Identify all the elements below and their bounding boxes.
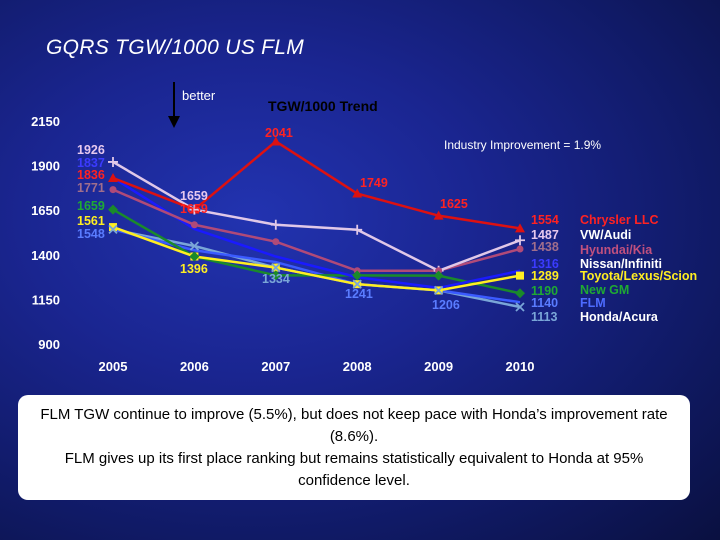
series-line <box>112 228 521 304</box>
legend-label: Hyundai/Kia <box>580 243 653 257</box>
legend-label: VW/Audi <box>580 228 631 242</box>
data-point <box>189 204 200 215</box>
data-label: 1659 <box>77 199 105 213</box>
summary-note: FLM TGW continue to improve (5.5%), but … <box>18 395 690 500</box>
data-label: 2041 <box>265 126 293 140</box>
data-label: 1396 <box>180 262 208 276</box>
y-tick-label: 1400 <box>31 248 60 263</box>
data-point <box>516 271 524 280</box>
data-point <box>109 223 117 232</box>
data-point <box>190 221 198 229</box>
data-point <box>515 302 525 312</box>
down-arrow-icon <box>168 82 180 128</box>
data-point <box>270 270 281 281</box>
x-tick-label: 2005 <box>99 359 128 374</box>
data-point <box>516 245 524 253</box>
summary-line-1: FLM TGW continue to improve (5.5%), but … <box>40 405 668 445</box>
legend-label: Honda/Acura <box>580 310 659 324</box>
y-tick-label: 1900 <box>31 159 60 174</box>
data-point <box>108 204 118 215</box>
data-point <box>352 270 363 281</box>
trend-chart: TGW/1000 Trend Industry Improvement = 1.9… <box>31 98 698 374</box>
data-point <box>515 288 525 299</box>
legend-label: New GM <box>580 283 629 297</box>
data-label: 1487 <box>531 228 559 242</box>
data-point <box>109 186 117 194</box>
series-line <box>112 208 521 295</box>
data-label: 1190 <box>531 284 558 298</box>
y-tick-label: 1150 <box>32 292 60 307</box>
data-label: 1334 <box>262 272 290 286</box>
x-tick-label: 2006 <box>180 359 209 374</box>
x-tick-label: 2009 <box>424 359 453 374</box>
data-label: 1837 <box>77 156 105 170</box>
legend-label: FLM <box>580 296 606 310</box>
page-title: GQRS TGW/1000 US FLM <box>46 36 305 59</box>
series-line <box>112 188 521 273</box>
data-point <box>515 235 525 246</box>
chart-title: TGW/1000 Trend <box>268 98 378 114</box>
legend-label: Toyota/Lexus/Scion <box>580 269 697 283</box>
legend-label: Nissan/Infiniti <box>580 257 662 271</box>
data-label: 1659 <box>180 202 208 216</box>
better-label: better <box>182 88 216 103</box>
x-tick-label: 2008 <box>343 359 372 374</box>
data-point <box>108 173 118 183</box>
data-point <box>352 279 362 289</box>
data-label: 1438 <box>531 240 559 254</box>
data-point <box>272 238 280 246</box>
data-point <box>433 270 444 281</box>
data-label: 1241 <box>345 287 373 301</box>
data-label: 1749 <box>360 176 388 190</box>
series-line <box>112 228 521 309</box>
series-line <box>112 176 521 290</box>
y-tick-label: 2150 <box>31 114 60 129</box>
data-point <box>433 210 444 220</box>
series-line <box>112 139 521 230</box>
data-label: 1926 <box>77 143 105 157</box>
x-tick-label: 2010 <box>506 359 535 374</box>
data-point <box>433 285 444 296</box>
data-point <box>270 136 281 146</box>
data-point <box>352 224 363 235</box>
data-point <box>270 219 281 230</box>
data-point <box>515 223 525 233</box>
chart-annotation: Industry Improvement = 1.9% <box>444 138 601 152</box>
data-label: 1548 <box>77 227 105 241</box>
series-line <box>112 225 521 292</box>
data-label: 1771 <box>77 181 105 195</box>
y-tick-label: 900 <box>38 337 60 352</box>
x-tick-label: 2007 <box>261 359 290 374</box>
summary-line-2: FLM gives up its first place ranking but… <box>64 449 644 489</box>
data-point <box>108 224 118 235</box>
data-label: 1289 <box>531 269 559 283</box>
data-label: 1625 <box>440 197 468 211</box>
data-label: 1206 <box>432 298 460 312</box>
y-tick-label: 1650 <box>31 203 60 218</box>
data-label: 1836 <box>77 168 105 182</box>
data-point <box>271 262 281 273</box>
data-label: 1140 <box>531 296 558 310</box>
better-indicator: better <box>160 80 240 130</box>
data-label: 1113 <box>531 310 557 324</box>
data-point <box>189 241 200 251</box>
data-label: 1316 <box>531 257 559 271</box>
legend-label: Chrysler LLC <box>580 213 659 227</box>
data-point <box>352 188 363 198</box>
data-point <box>108 156 118 167</box>
series-line <box>112 160 521 273</box>
data-label: 1659 <box>180 189 208 203</box>
data-point <box>189 251 200 262</box>
data-label: 1561 <box>77 214 105 228</box>
data-label: 1554 <box>531 213 559 227</box>
